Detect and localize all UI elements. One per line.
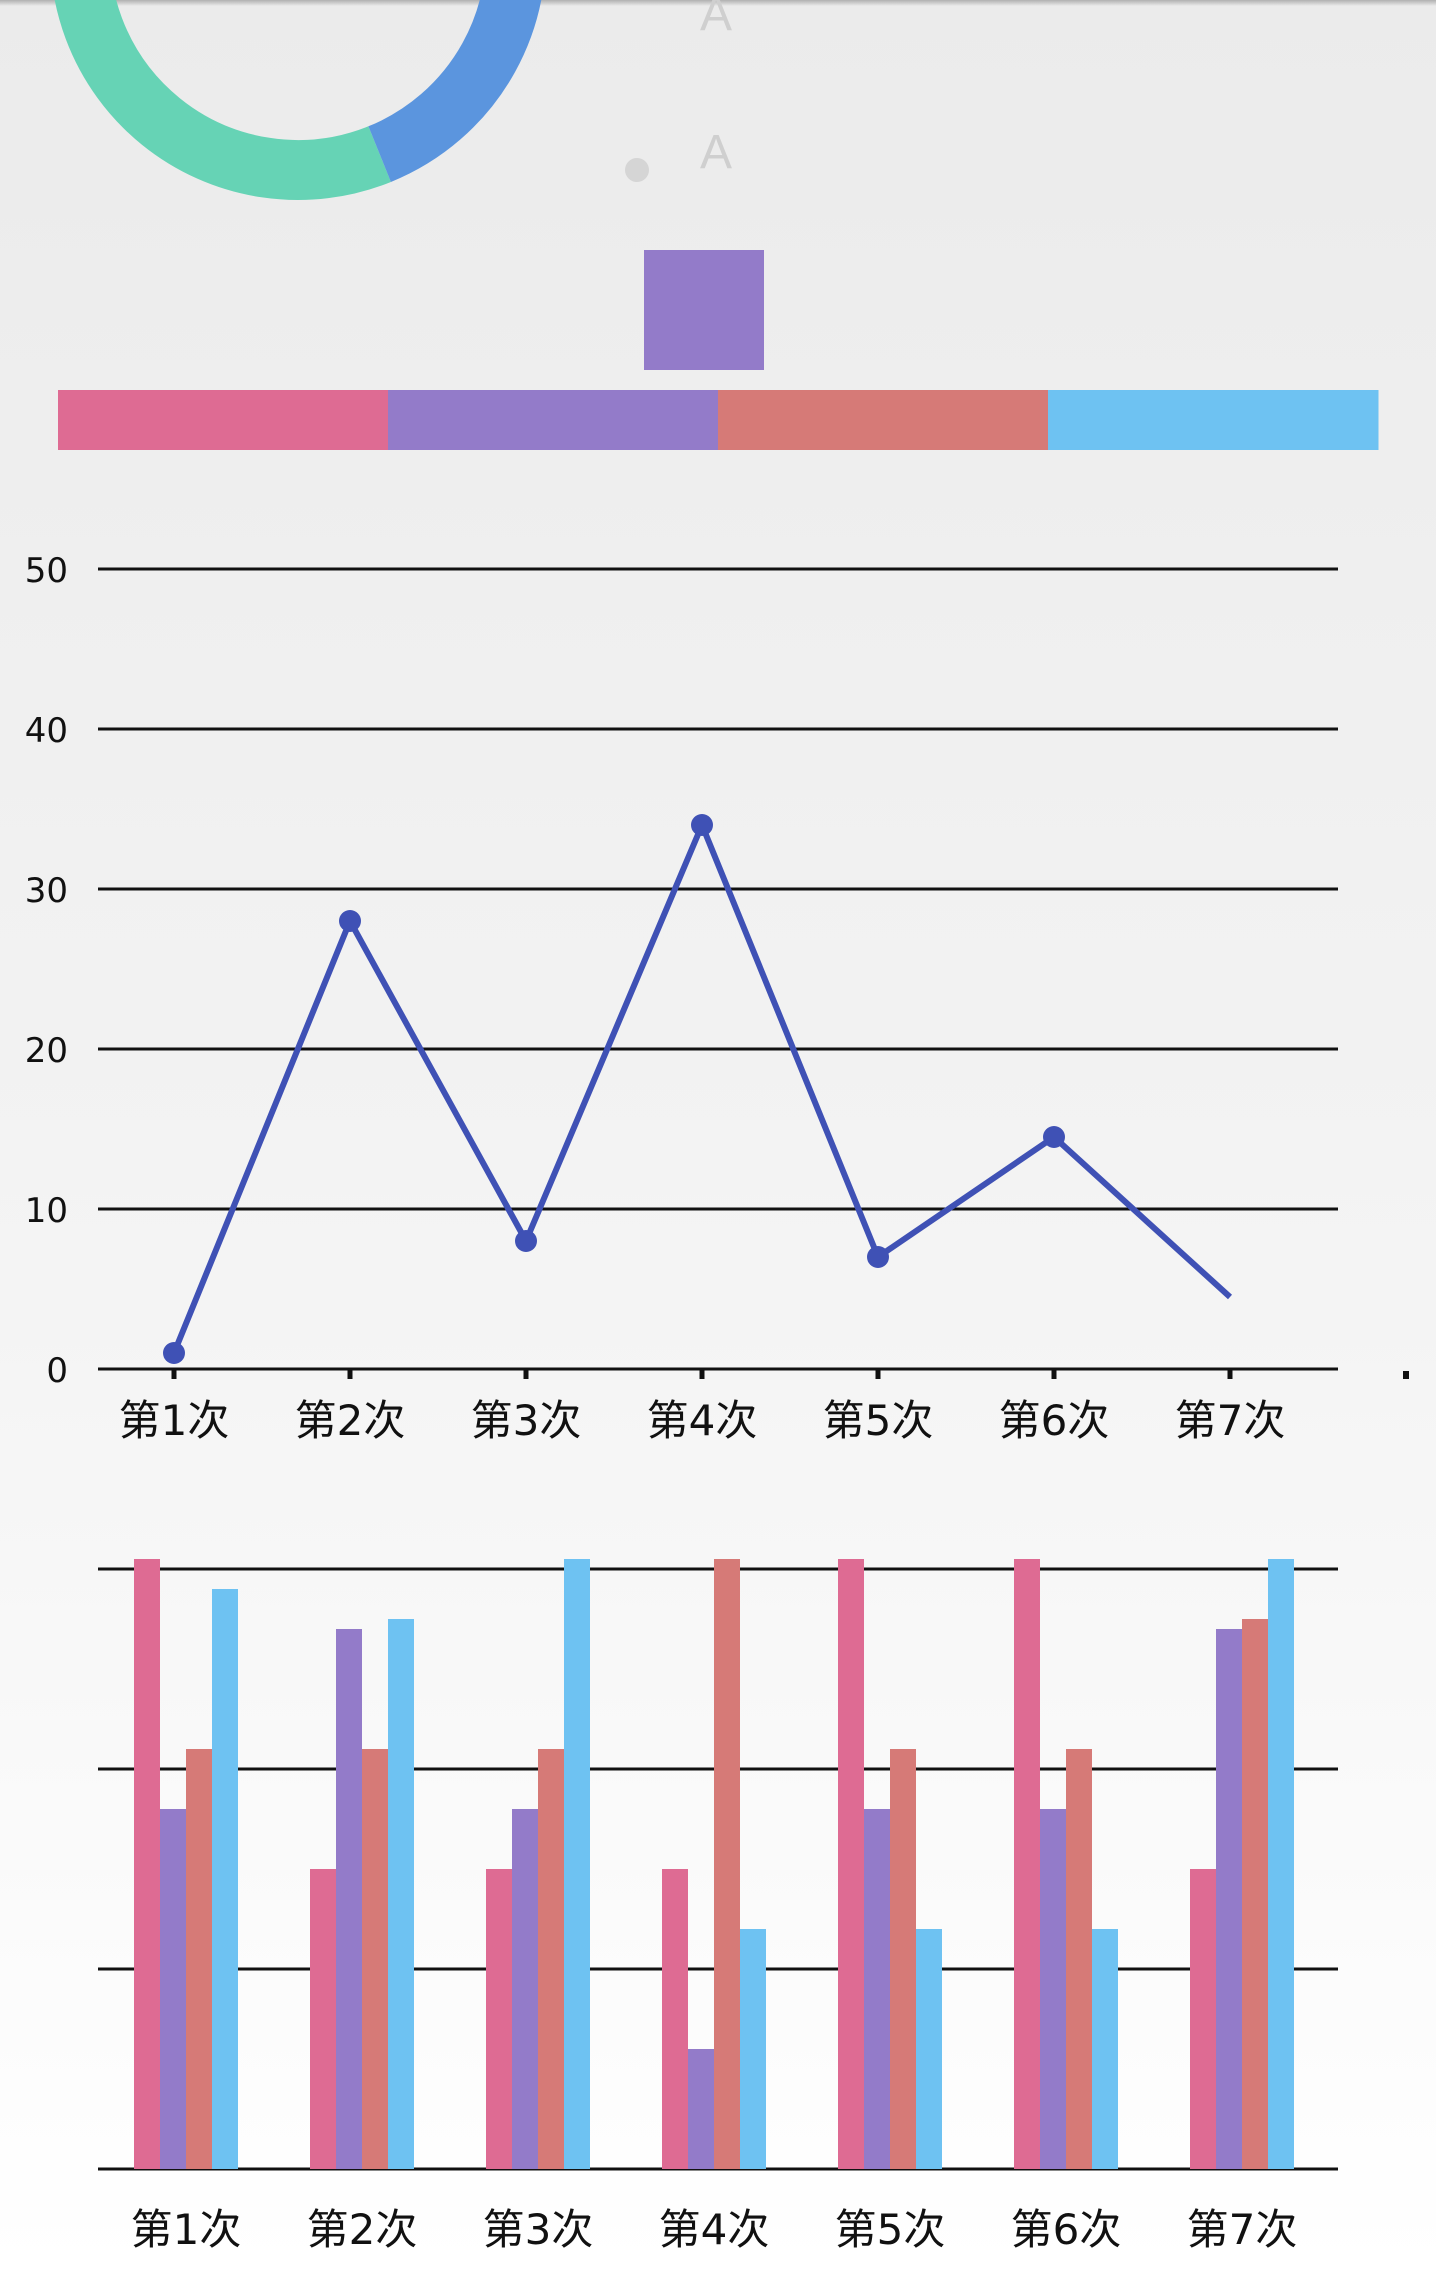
purple-square bbox=[644, 250, 764, 370]
line-chart-ytick: 30 bbox=[25, 871, 68, 911]
line-chart-ytick: 50 bbox=[25, 551, 68, 591]
bar-chart[interactable]: 第1次 第2次 第3次 第4次 第5次 第6次 第7次 bbox=[98, 1559, 1338, 2254]
bar-salmon[interactable] bbox=[538, 1749, 564, 2169]
line-chart-xtick: 第2次 bbox=[295, 1396, 406, 1445]
bar-salmon[interactable] bbox=[714, 1559, 740, 2169]
legend: A A bbox=[625, 0, 732, 182]
line-point[interactable] bbox=[339, 910, 361, 932]
bar-pink[interactable] bbox=[134, 1559, 160, 2169]
bar-light_blue[interactable] bbox=[916, 1929, 942, 2169]
bar-pink[interactable] bbox=[1014, 1559, 1040, 2169]
bar-purple[interactable] bbox=[1040, 1809, 1066, 2169]
line-chart-ytick: 20 bbox=[25, 1031, 68, 1071]
status-bar-shadow bbox=[0, 0, 1436, 6]
bar-light_blue[interactable] bbox=[1268, 1559, 1294, 2169]
legend-label-1: A bbox=[700, 0, 732, 41]
axis-end-marker bbox=[1403, 1371, 1409, 1379]
bar-salmon[interactable] bbox=[186, 1749, 212, 2169]
color-strip-block-pink bbox=[58, 390, 389, 450]
bar-chart-xtick: 第4次 bbox=[659, 2205, 770, 2254]
bar-light_blue[interactable] bbox=[740, 1929, 766, 2169]
line-chart-xtick: 第1次 bbox=[119, 1396, 230, 1445]
bar-light_blue[interactable] bbox=[1092, 1929, 1118, 2169]
line-chart-xtick: 第7次 bbox=[1175, 1396, 1286, 1445]
bar-pink[interactable] bbox=[310, 1869, 336, 2169]
bar-salmon[interactable] bbox=[890, 1749, 916, 2169]
bar-chart-xtick: 第3次 bbox=[483, 2205, 594, 2254]
bar-purple[interactable] bbox=[160, 1809, 186, 2169]
line-chart-xtick: 第3次 bbox=[471, 1396, 582, 1445]
bar-purple[interactable] bbox=[1216, 1629, 1242, 2169]
bar-salmon[interactable] bbox=[362, 1749, 388, 2169]
legend-dot bbox=[625, 158, 649, 182]
bar-purple[interactable] bbox=[512, 1809, 538, 2169]
donut-segment-blue[interactable] bbox=[367, 0, 542, 182]
bar-light_blue[interactable] bbox=[564, 1559, 590, 2169]
line-chart-xtick: 第4次 bbox=[647, 1396, 758, 1445]
bar-purple[interactable] bbox=[336, 1629, 362, 2169]
donut-segment-teal[interactable] bbox=[54, 0, 391, 200]
bar-chart-xtick: 第7次 bbox=[1187, 2205, 1298, 2254]
line-point[interactable] bbox=[515, 1230, 537, 1252]
bar-salmon[interactable] bbox=[1242, 1619, 1268, 2169]
line-point[interactable] bbox=[867, 1246, 889, 1268]
color-strip-block-light_blue bbox=[1048, 390, 1379, 450]
bar-chart-xtick: 第5次 bbox=[835, 2205, 946, 2254]
bar-chart-xtick: 第6次 bbox=[1011, 2205, 1122, 2254]
bar-light_blue[interactable] bbox=[388, 1619, 414, 2169]
line-chart-ytick: 10 bbox=[25, 1191, 68, 1231]
bar-pink[interactable] bbox=[662, 1869, 688, 2169]
bar-purple[interactable] bbox=[688, 2049, 714, 2169]
bar-chart-xtick: 第2次 bbox=[307, 2205, 418, 2254]
bar-chart-xtick: 第1次 bbox=[131, 2205, 242, 2254]
legend-label-2: A bbox=[700, 126, 732, 179]
color-strip-block-purple bbox=[388, 390, 719, 450]
bar-salmon[interactable] bbox=[1066, 1749, 1092, 2169]
line-series bbox=[171, 822, 1233, 1355]
line-point[interactable] bbox=[163, 1342, 185, 1364]
bar-light_blue[interactable] bbox=[212, 1589, 238, 2169]
line-chart-xtick: 第5次 bbox=[823, 1396, 934, 1445]
bar-purple[interactable] bbox=[864, 1809, 890, 2169]
line-chart-ytick: 0 bbox=[46, 1351, 68, 1391]
bar-pink[interactable] bbox=[486, 1869, 512, 2169]
line-point[interactable] bbox=[1043, 1126, 1065, 1148]
line-chart-ytick: 40 bbox=[25, 711, 68, 751]
color-strip bbox=[58, 390, 1379, 450]
bar-pink[interactable] bbox=[838, 1559, 864, 2169]
line-point[interactable] bbox=[691, 814, 713, 836]
color-strip-block-salmon bbox=[718, 390, 1049, 450]
bar-pink[interactable] bbox=[1190, 1869, 1216, 2169]
line-chart[interactable]: 0 10 20 30 40 50 第1次 第2次 第3次 第4次 第5次 第6次 第7次 bbox=[25, 551, 1409, 1445]
donut-chart[interactable] bbox=[54, 0, 542, 200]
line-chart-xtick: 第6次 bbox=[999, 1396, 1110, 1445]
